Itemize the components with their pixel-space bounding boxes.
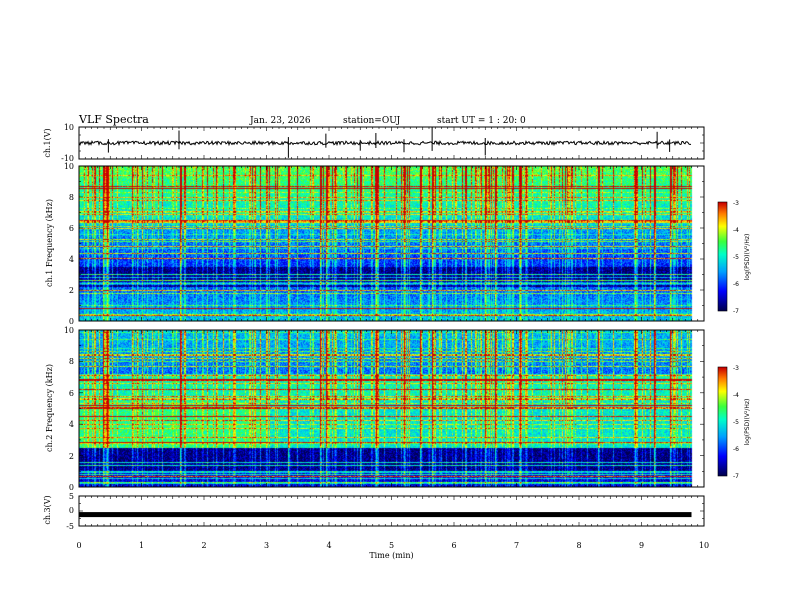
- x-axis: 0 1 2 3 4 5 6 7 8 9 10 Time (min): [76, 541, 709, 560]
- ch2-spectrogram-image: [79, 330, 704, 487]
- ch2-spectrogram-panel: 0 2 4 6 8 10 ch.2 Frequency (kHz) -3 -4 …: [45, 326, 751, 492]
- ch1-waveform-panel: 10 -10 ch.1(V): [43, 123, 705, 163]
- ch1-cbar-tick-m7: -7: [733, 308, 739, 315]
- ch2-colorbar: -3 -4 -5 -6 -7 log(PSD)(V²/Hz): [717, 365, 751, 480]
- ch1-waveform-spikes: [107, 127, 671, 158]
- xtick-3: 3: [264, 541, 269, 550]
- ch3-ytick-top: 5: [69, 492, 74, 501]
- ch1-spec-ytick-4: 4: [69, 255, 74, 264]
- ch1-spec-ytick-2: 2: [69, 286, 74, 295]
- xtick-6: 6: [451, 541, 456, 550]
- ch1-waveform-trace: [78, 139, 692, 147]
- header-start-time: start UT = 1 : 20: 0: [437, 116, 526, 126]
- ch3-waveform-ylabel: ch.3(V): [43, 495, 52, 524]
- ch2-cbar-tick-m6: -6: [733, 446, 739, 453]
- ch2-spec-ytick-8: 8: [69, 357, 74, 366]
- ch3-waveform-panel: 5 0 -5 ch.3(V): [43, 492, 705, 531]
- ch2-colorbar-frame: [717, 366, 728, 477]
- ch1-colorbar-frame: [717, 201, 728, 312]
- ch2-spec-ytick-2: 2: [69, 452, 74, 461]
- ch1-spectrogram-ylabel: ch.1 Frequency (kHz): [45, 199, 54, 287]
- ch1-colorbar-holder: [718, 202, 727, 311]
- ch2-spectrogram-image-holder: [79, 330, 704, 487]
- ch1-cbar-tick-m6: -6: [733, 281, 739, 288]
- ch2-spec-ytick-4: 4: [69, 420, 74, 429]
- xtick-10: 10: [699, 541, 709, 550]
- ch1-spec-ytick-6: 6: [69, 224, 74, 233]
- xtick-5: 5: [389, 541, 394, 550]
- ch1-colorbar-label: log(PSD)(V²/Hz): [744, 234, 751, 281]
- ch1-cbar-tick-m4: -4: [733, 227, 739, 234]
- ch1-spec-ytick-10: 10: [64, 162, 74, 171]
- ch3-waveform-frame: [78, 495, 705, 527]
- xtick-1: 1: [139, 541, 144, 550]
- ch1-ytick-bottom: -10: [61, 154, 74, 163]
- ch2-colorbar-label: log(PSD)(V²/Hz): [744, 399, 751, 446]
- ch1-waveform-ylabel: ch.1(V): [43, 128, 52, 157]
- ch1-ytick-top: 10: [64, 123, 74, 132]
- ch1-spec-ytick-0: 0: [69, 317, 74, 326]
- xtick-9: 9: [639, 541, 644, 550]
- xtick-7: 7: [514, 541, 519, 550]
- ch1-colorbar: -3 -4 -5 -6 -7 log(PSD)(V²/Hz): [717, 200, 751, 315]
- ch2-spec-ytick-6: 6: [69, 389, 74, 398]
- xtick-2: 2: [201, 541, 206, 550]
- xtick-4: 4: [326, 541, 331, 550]
- header-date: Jan. 23, 2026: [249, 116, 311, 126]
- header-station: station=OUJ: [343, 116, 401, 126]
- ch1-colorbar-gradient: [718, 202, 727, 311]
- ch2-cbar-tick-m4: -4: [733, 392, 739, 399]
- ch2-colorbar-gradient: [718, 367, 727, 476]
- ch3-waveform-trace: [79, 512, 692, 518]
- ch2-cbar-tick-m7: -7: [733, 473, 739, 480]
- ch3-ytick-mid: 0: [69, 506, 74, 515]
- xtick-0: 0: [76, 541, 81, 550]
- ch1-spectrogram-image-holder: [79, 166, 704, 321]
- ch1-spectrogram-panel: 0 2 4 6 8 10 ch.1 Frequency (kHz) -3 -4 …: [45, 162, 751, 326]
- ch2-spectrogram-yticks: 0 2 4 6 8 10: [64, 326, 74, 492]
- xtick-8: 8: [576, 541, 581, 550]
- x-axis-label: Time (min): [369, 551, 413, 560]
- axis-tick-marks: [78, 126, 705, 527]
- ch1-spectrogram-yticks: 0 2 4 6 8 10: [64, 162, 74, 326]
- ch3-ytick-bottom: -5: [66, 522, 74, 531]
- ch1-cbar-tick-m5: -5: [733, 254, 739, 261]
- ch1-spectrogram-image: [79, 166, 704, 321]
- ch1-cbar-tick-m3: -3: [733, 200, 739, 207]
- ch2-spectrogram-ylabel: ch.2 Frequency (kHz): [45, 364, 54, 452]
- ch2-cbar-tick-m3: -3: [733, 365, 739, 372]
- ch2-colorbar-holder: [718, 367, 727, 476]
- figure-title: VLF Spectra: [78, 113, 149, 126]
- ch2-spec-ytick-0: 0: [69, 483, 74, 492]
- ch1-spec-ytick-8: 8: [69, 193, 74, 202]
- ch2-cbar-tick-m5: -5: [733, 419, 739, 426]
- ch2-spec-ytick-10: 10: [64, 326, 74, 335]
